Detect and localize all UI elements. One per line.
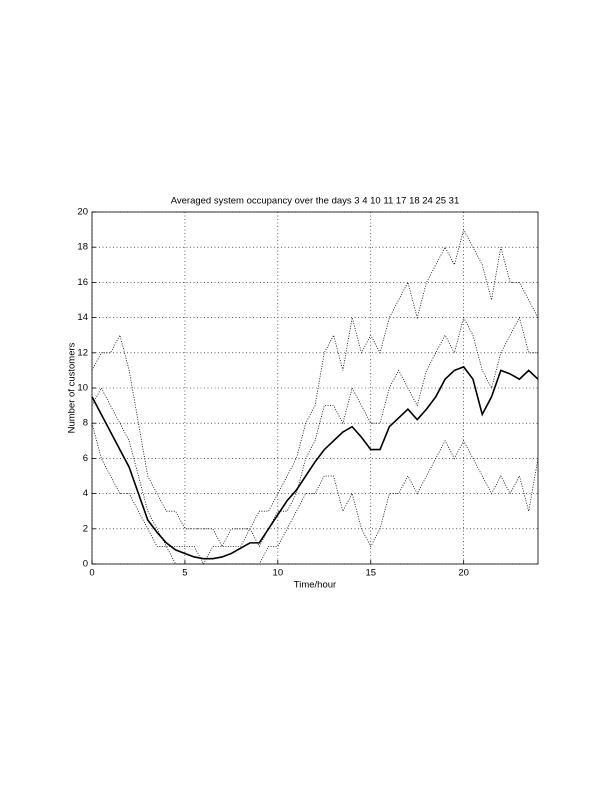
y-axis-label: Number of customers (67, 342, 78, 433)
day-line (91, 423, 539, 565)
y-tick-label: 2 (83, 523, 88, 534)
day-line (91, 228, 539, 548)
y-tick-label: 0 (83, 559, 88, 570)
y-tick-label: 6 (83, 453, 88, 464)
y-tick-label: 14 (77, 312, 88, 323)
x-tick-label: 5 (182, 568, 187, 579)
y-tick-label: 16 (77, 277, 88, 288)
y-tick-label: 20 (77, 207, 88, 218)
plot-frame (91, 211, 539, 565)
chart-title: Averaged system occupancy over the days … (171, 196, 460, 207)
day-line (91, 316, 538, 565)
x-tick-label: 0 (89, 568, 94, 579)
y-tick-label: 10 (77, 383, 88, 394)
y-tick-label: 4 (83, 488, 88, 499)
x-tick-label: 20 (458, 568, 469, 579)
x-axis-label: Time/hour (294, 580, 336, 591)
x-tick-label: 10 (273, 568, 284, 579)
x-tick-label: 15 (365, 568, 376, 579)
y-tick-label: 12 (77, 347, 88, 358)
y-tick-label: 18 (77, 242, 88, 253)
mean-line (91, 365, 539, 560)
y-tick-label: 8 (83, 418, 88, 429)
